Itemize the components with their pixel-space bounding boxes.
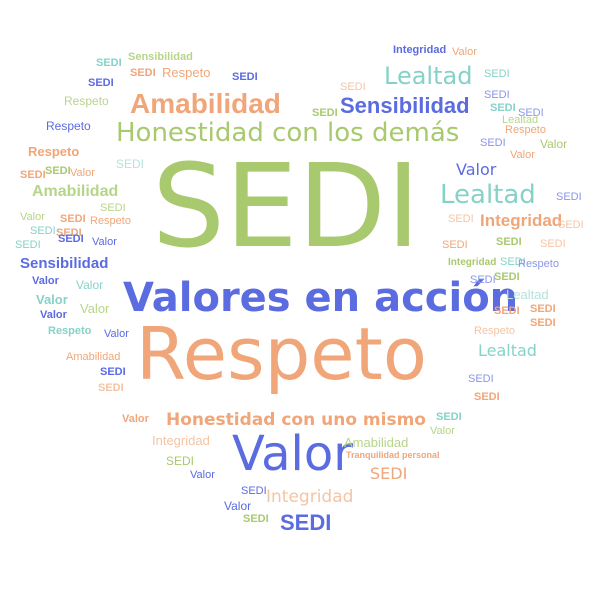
word-respeto-s9: Respeto bbox=[474, 325, 515, 337]
word-valor-s9: Valor bbox=[36, 292, 68, 307]
word-valor-s14: Valor bbox=[430, 425, 455, 437]
word-sensibilidad-top: Sensibilidad bbox=[340, 93, 470, 118]
word-respeto-s2: Respeto bbox=[64, 94, 109, 108]
word-sedi-s9: SEDI bbox=[490, 102, 516, 114]
word-lealtad-right: Lealtad bbox=[440, 180, 536, 210]
word-sedi-s19: SEDI bbox=[15, 239, 41, 251]
word-lealtad-bottom-right: Lealtad bbox=[478, 341, 537, 360]
word-amabilidad-s2: Amabilidad bbox=[344, 435, 409, 450]
word-sedi-s6: SEDI bbox=[484, 68, 510, 80]
word-lealtad-top: Lealtad bbox=[384, 62, 473, 90]
word-amabilidad-left: Amabilidad bbox=[32, 183, 119, 200]
word-sedi-s38: SEDI bbox=[166, 454, 195, 468]
word-sedi-s11: SEDI bbox=[480, 137, 506, 149]
word-valor-s12: Valor bbox=[104, 328, 129, 340]
word-valor-s1: Valor bbox=[452, 46, 477, 58]
word-sedi-s39: SEDI bbox=[241, 485, 267, 497]
word-sedi-s21: SEDI bbox=[100, 366, 126, 378]
word-sensibilidad-small: Sensibilidad bbox=[128, 51, 193, 63]
word-valor-s10: Valor bbox=[80, 301, 110, 316]
word-sedi-s12: SEDI bbox=[116, 157, 145, 171]
word-sedi-s5: SEDI bbox=[340, 81, 366, 93]
word-respeto-s3: Respeto bbox=[46, 119, 91, 133]
word-sedi-s37: SEDI bbox=[436, 411, 462, 423]
word-sedi-lower-right: SEDI bbox=[370, 464, 408, 483]
word-sedi-s15: SEDI bbox=[100, 202, 126, 214]
word-respeto-s1: Respeto bbox=[162, 65, 211, 80]
word-sedi-s1: SEDI bbox=[96, 57, 122, 69]
word-sedi-s17: SEDI bbox=[30, 225, 56, 237]
word-valor-right: Valor bbox=[456, 160, 497, 179]
word-valor-s16: Valor bbox=[224, 499, 252, 513]
word-respeto-s5: Respeto bbox=[28, 144, 80, 159]
word-sedi-s31: SEDI bbox=[494, 271, 520, 283]
word-valor-s3: Valor bbox=[510, 149, 535, 161]
word-valor-s4: Valor bbox=[70, 167, 95, 179]
word-valor-s6: Valor bbox=[92, 236, 117, 248]
word-sedi-s32: SEDI bbox=[494, 305, 520, 317]
word-respeto-large: Respeto bbox=[136, 312, 427, 396]
word-honestidad-con-los-demas: Honestidad con los demás bbox=[116, 118, 460, 148]
word-sedi-s7: SEDI bbox=[484, 89, 510, 101]
word-sedi-s35: SEDI bbox=[468, 373, 494, 385]
word-valor-s2: Valor bbox=[540, 137, 568, 151]
word-integridad-s2: Integridad bbox=[448, 257, 497, 268]
word-sedi-s36: SEDI bbox=[474, 391, 500, 403]
word-sensibilidad-left: Sensibilidad bbox=[20, 255, 109, 272]
word-respeto-s7: Respeto bbox=[48, 325, 92, 337]
word-valor-s8: Valor bbox=[76, 278, 104, 292]
word-sedi-s29: SEDI bbox=[470, 274, 496, 286]
word-sedi-s3: SEDI bbox=[130, 67, 156, 79]
word-valor-s11: Valor bbox=[40, 309, 67, 321]
word-sedi-s34: SEDI bbox=[530, 317, 556, 329]
word-sedi-s14: SEDI bbox=[45, 165, 71, 177]
word-sedi-s40: SEDI bbox=[243, 513, 269, 525]
word-sedi-bottom: SEDI bbox=[280, 510, 332, 535]
word-sedi-s23: SEDI bbox=[556, 191, 582, 203]
word-valor-s5: Valor bbox=[20, 211, 45, 223]
word-integridad-s3: Integridad bbox=[152, 433, 210, 448]
word-valor-large: Valor bbox=[232, 426, 353, 482]
word-sedi-s26: SEDI bbox=[442, 239, 468, 251]
word-respeto-s4: Respeto bbox=[505, 124, 546, 136]
word-valor-s13: Valor bbox=[122, 413, 149, 425]
word-sedi-s30: SEDI bbox=[500, 256, 526, 268]
word-sedi-s28: SEDI bbox=[540, 238, 566, 250]
word-amabilidad-s1: Amabilidad bbox=[66, 351, 121, 363]
word-amabilidad-medium: Amabilidad bbox=[130, 88, 281, 119]
word-respeto-s6: Respeto bbox=[90, 215, 131, 227]
word-honestidad-con-uno-mismo: Honestidad con uno mismo bbox=[166, 410, 426, 430]
word-sedi-s33: SEDI bbox=[530, 303, 556, 315]
word-lealtad-s2: Lealtad bbox=[506, 287, 549, 302]
word-lealtad-s1: Lealtad bbox=[502, 114, 539, 126]
word-valor-s15: Valor bbox=[190, 469, 215, 481]
word-sedi-s18: SEDI bbox=[56, 227, 82, 239]
word-integridad-s1: Integridad bbox=[393, 44, 447, 56]
word-sedi-s22: SEDI bbox=[98, 382, 124, 394]
word-valores-en-accion: Valores en acción bbox=[123, 275, 519, 321]
word-sedi-s10: SEDI bbox=[518, 107, 544, 119]
word-sedi-s27: SEDI bbox=[496, 236, 522, 248]
word-sedi-s4: SEDI bbox=[232, 71, 258, 83]
word-sedi-s16: SEDI bbox=[60, 213, 86, 225]
word-sedi-s24: SEDI bbox=[448, 213, 474, 225]
word-sedi-s8: SEDI bbox=[312, 107, 338, 119]
word-tranquilidad-personal: Tranquilidad personal bbox=[346, 450, 440, 460]
word-sedi-s13: SEDI bbox=[20, 169, 46, 181]
word-sedi-s2: SEDI bbox=[88, 77, 114, 89]
word-respeto-s8: Respeto bbox=[518, 258, 559, 270]
word-valor-s7: Valor bbox=[32, 275, 59, 287]
word-sedi-s20: SEDI bbox=[58, 233, 84, 245]
word-sedi-s25: SEDI bbox=[558, 219, 584, 231]
word-integridad-right: Integridad bbox=[480, 211, 563, 230]
word-integridad-bottom: Integridad bbox=[266, 487, 354, 507]
word-sedi-large: SEDI bbox=[152, 140, 421, 274]
